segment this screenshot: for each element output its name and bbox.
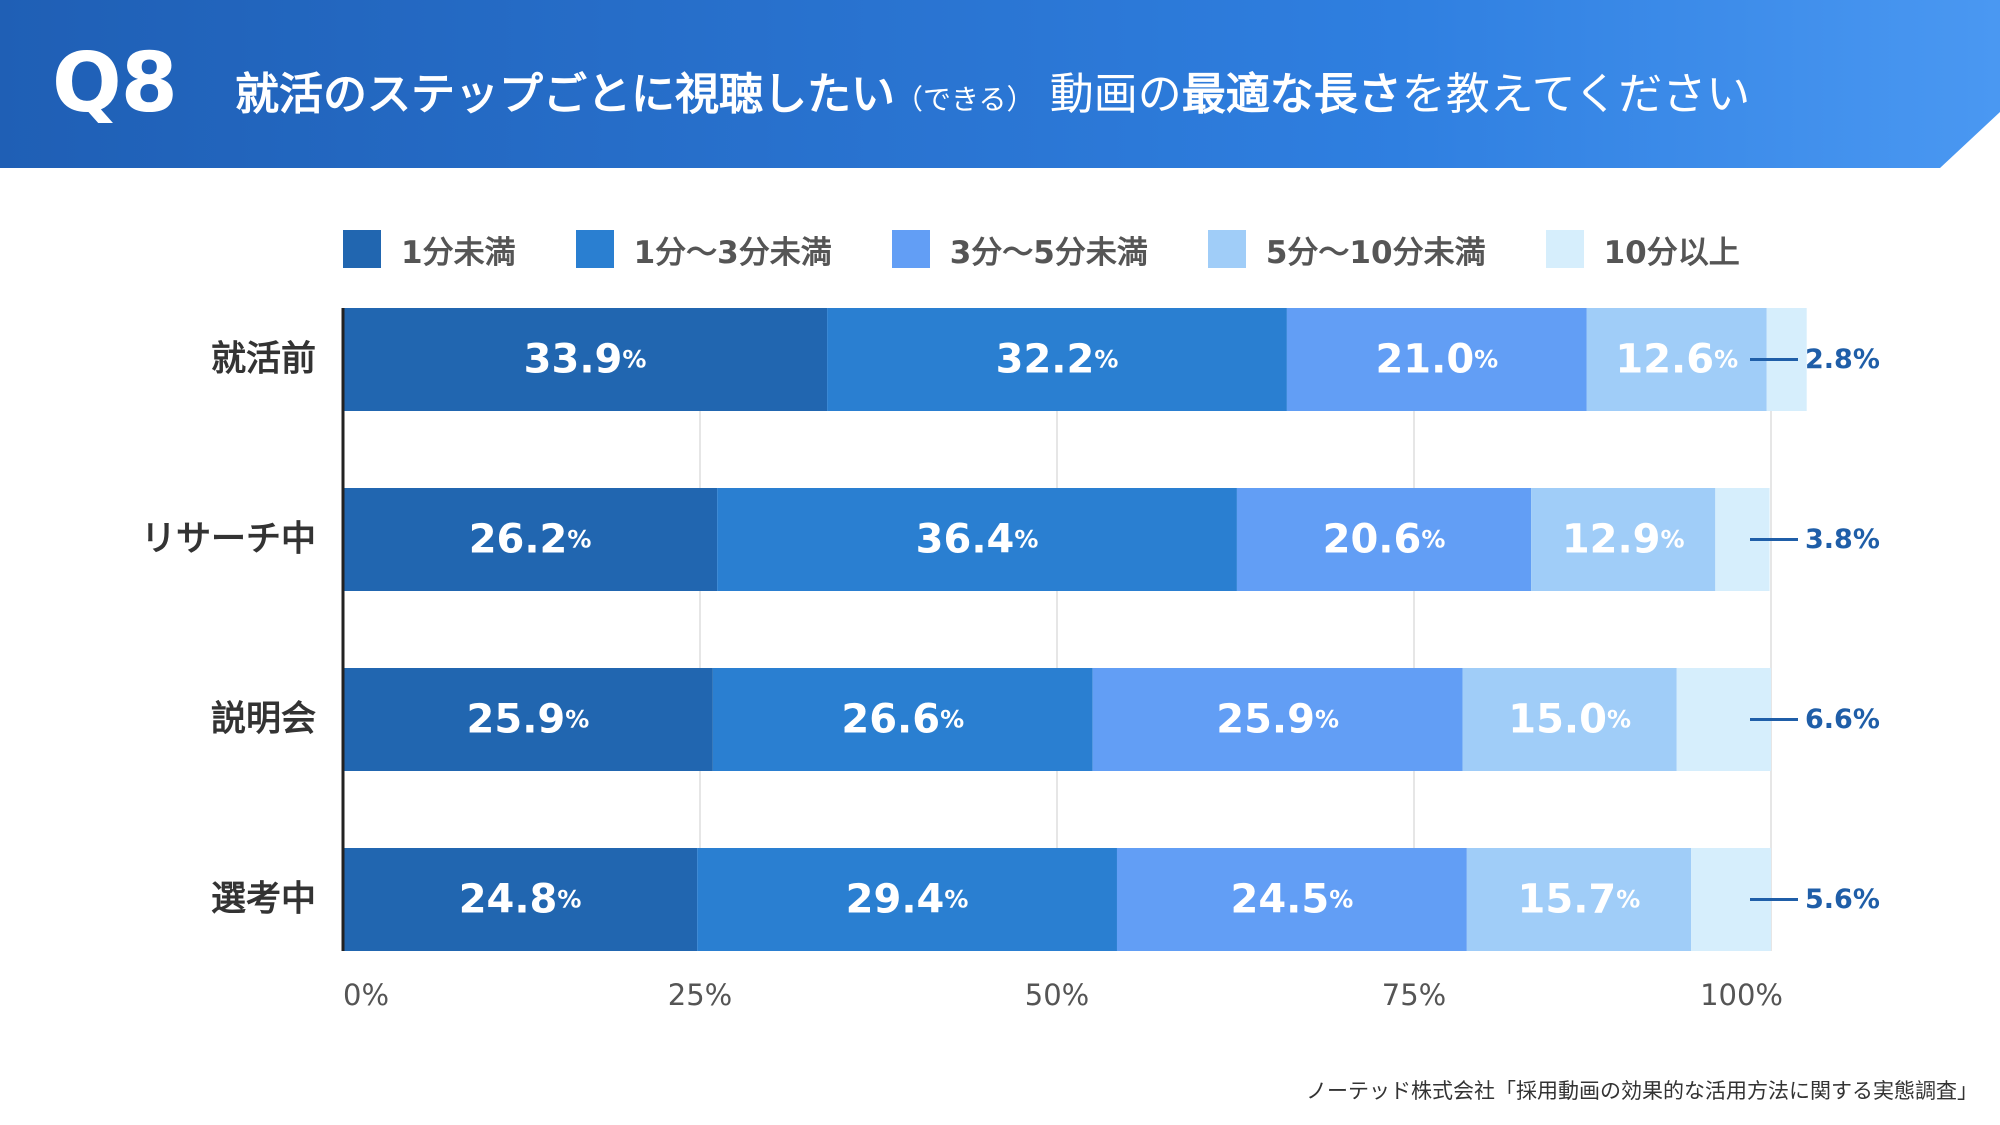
chart-legend: 1分未満 1分〜3分未満 3分〜5分未満 5分〜10分未満 10分以上 [343, 226, 1740, 272]
bar-segment [1092, 668, 1463, 771]
data-label: 25.9% [1216, 697, 1339, 743]
bar-segment [1531, 488, 1716, 591]
data-label: 21.0% [1375, 337, 1498, 383]
bar-segment [1586, 308, 1767, 411]
data-label: 20.6% [1323, 517, 1446, 563]
bar-segment [343, 488, 718, 591]
legend-label: 1分〜3分未満 [633, 234, 832, 271]
callout-label: 5.6% [1805, 884, 1880, 915]
bar-segment [1236, 488, 1532, 591]
legend-swatch [343, 230, 381, 268]
legend-swatch [891, 230, 930, 268]
data-label: 25.9% [467, 697, 590, 743]
bar-segment [1466, 848, 1692, 951]
source-credit: ノーテッド株式会社「採用動画の効果的な活用方法に関する実態調査」 [1306, 1079, 1978, 1103]
title-note: （できる） [895, 83, 1035, 116]
x-tick-label: 50% [1025, 978, 1089, 1012]
data-label: 12.9% [1562, 517, 1685, 563]
data-label: 24.8% [459, 877, 582, 923]
title-part-3: を教えてください [1401, 69, 1751, 120]
title-emphasis: 最適な長さ [1181, 69, 1402, 120]
legend-swatch [575, 230, 614, 268]
title-part-1: 就活のステップごとに視聴したい [235, 69, 895, 120]
question-number: Q8 [52, 36, 178, 131]
bar-segment [712, 668, 1093, 771]
bar-segment [1462, 668, 1677, 771]
callout-label: 2.8% [1805, 344, 1880, 375]
x-tick-label: 25% [668, 978, 732, 1012]
bar-segment [697, 848, 1117, 951]
data-label: 15.7% [1518, 877, 1641, 923]
bar-segment [1116, 848, 1467, 951]
legend-item: 1分〜3分未満 [575, 227, 832, 272]
bar-segment [717, 488, 1237, 591]
data-label: 36.4% [916, 517, 1039, 563]
legend-item: 3分〜5分未満 [891, 227, 1148, 272]
category-label: 選考中 [211, 880, 316, 920]
question-title: 就活のステップごとに視聴したい（できる） 動画の最適な長さを教えてください [235, 58, 1750, 122]
category-label: 就活前 [211, 340, 316, 380]
callout-label: 6.6% [1805, 704, 1880, 735]
x-tick-label: 75% [1382, 978, 1446, 1012]
legend-item: 10分以上 [1545, 227, 1740, 272]
category-label: 説明会 [211, 700, 316, 740]
data-label: 29.4% [846, 877, 969, 923]
legend-label: 1分未満 [401, 234, 516, 271]
legend-item: 1分未満 [343, 227, 516, 272]
x-tick-label: 0% [343, 978, 389, 1012]
data-label: 26.2% [469, 517, 592, 563]
x-tick-label: 100% [1700, 978, 1783, 1012]
callout-label: 3.8% [1805, 524, 1880, 555]
legend-swatch [1545, 230, 1584, 268]
data-label: 24.5% [1231, 877, 1354, 923]
data-label: 26.6% [841, 697, 964, 743]
title-part-2: 動画の [1049, 69, 1182, 120]
bar-segment [827, 308, 1287, 411]
legend-label: 10分以上 [1603, 234, 1740, 271]
legend-label: 3分〜5分未満 [949, 234, 1148, 271]
data-label: 15.0% [1508, 697, 1631, 743]
category-label: リサーチ中 [141, 520, 316, 560]
header-banner [0, 0, 2000, 168]
data-label: 32.2% [996, 337, 1119, 383]
data-label: 12.6% [1615, 337, 1738, 383]
bar-segment [1286, 308, 1587, 411]
bar-segment [343, 668, 713, 771]
data-label: 33.9% [524, 337, 647, 383]
legend-label: 5分〜10分未満 [1265, 234, 1486, 271]
legend-item: 5分〜10分未満 [1207, 227, 1486, 272]
bar-segment [343, 848, 698, 951]
bar-segment [343, 308, 828, 411]
legend-swatch [1207, 230, 1246, 268]
